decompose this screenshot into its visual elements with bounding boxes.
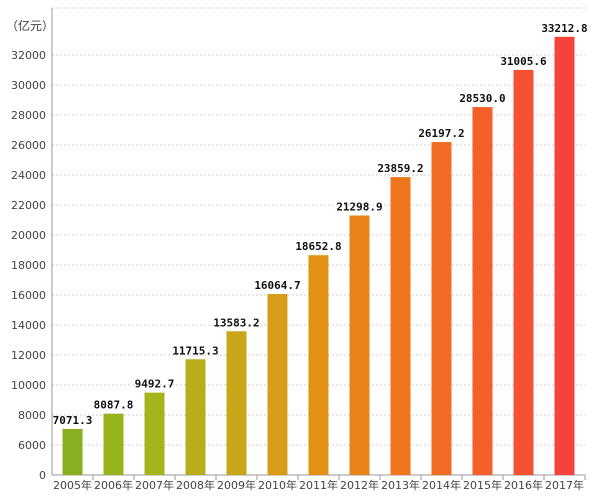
y-tick-label: 6000 bbox=[18, 439, 46, 452]
y-tick-label: 0 bbox=[39, 469, 46, 482]
y-tick-label: 32000 bbox=[11, 49, 46, 62]
bar bbox=[144, 392, 165, 475]
x-tick-label: 2013年 bbox=[381, 478, 420, 492]
y-tick-label: 24000 bbox=[11, 169, 46, 182]
data-label: 18652.8 bbox=[295, 240, 341, 253]
bar bbox=[308, 255, 329, 475]
x-tick-label: 2006年 bbox=[94, 478, 133, 492]
y-tick-label: 20000 bbox=[11, 229, 46, 242]
data-label: 26197.2 bbox=[418, 127, 464, 140]
data-label: 13583.2 bbox=[213, 316, 259, 329]
data-label: 33212.8 bbox=[541, 22, 587, 35]
data-label: 28530.0 bbox=[459, 92, 505, 105]
y-tick-label: 14000 bbox=[11, 319, 46, 332]
data-label: 31005.6 bbox=[500, 55, 547, 68]
x-tick-label: 2014年 bbox=[422, 478, 461, 492]
y-tick-label: 16000 bbox=[11, 289, 46, 302]
bar bbox=[431, 142, 452, 476]
x-tick-label: 2008年 bbox=[176, 478, 215, 492]
bar bbox=[390, 177, 411, 475]
y-tick-label: 28000 bbox=[11, 109, 46, 122]
y-tick-label: 22000 bbox=[11, 199, 46, 212]
x-tick-label: 2005年 bbox=[53, 478, 92, 492]
bar bbox=[513, 69, 534, 475]
y-tick-label: 26000 bbox=[11, 139, 46, 152]
x-tick-label: 2017年 bbox=[545, 478, 584, 492]
y-tick-labels: 0 6000 8000 10000 12000 14000 16000 18000 20000 2… bbox=[11, 49, 46, 482]
data-label: 16064.7 bbox=[254, 279, 300, 292]
bar bbox=[103, 413, 124, 475]
x-tick-label: 2011年 bbox=[299, 478, 338, 492]
bar bbox=[185, 359, 206, 475]
y-tick-label: 18000 bbox=[11, 259, 46, 272]
data-label: 11715.3 bbox=[172, 344, 218, 357]
bars bbox=[62, 36, 575, 476]
bar bbox=[472, 107, 493, 476]
x-tick-label: 2010年 bbox=[258, 478, 297, 492]
x-tick-labels: 2005年 2006年 2007年 2008年 2009年 2010年 2011年 2012年… bbox=[53, 478, 584, 492]
y-tick-label: 10000 bbox=[11, 379, 46, 392]
x-tick-label: 2012年 bbox=[340, 478, 379, 492]
data-label: 21298.9 bbox=[336, 201, 382, 214]
bar bbox=[226, 331, 247, 475]
data-label: 9492.7 bbox=[135, 378, 175, 391]
grid-lines bbox=[52, 7, 585, 446]
y-tick-label: 8000 bbox=[18, 409, 46, 422]
y-axis-unit-label: （亿元） bbox=[6, 18, 54, 33]
data-label: 8087.8 bbox=[94, 399, 134, 412]
bar bbox=[62, 428, 83, 475]
data-label: 23859.2 bbox=[377, 162, 423, 175]
bar bbox=[554, 36, 575, 476]
y-tick-label: 30000 bbox=[11, 79, 46, 92]
x-tick-label: 2016年 bbox=[504, 478, 543, 492]
x-tick-label: 2015年 bbox=[463, 478, 502, 492]
x-tick-label: 2009年 bbox=[217, 478, 256, 492]
data-label: 7071.3 bbox=[53, 414, 93, 427]
x-tick-label: 2007年 bbox=[135, 478, 174, 492]
y-tick-label: 12000 bbox=[11, 349, 46, 362]
bar bbox=[267, 294, 288, 475]
bar bbox=[349, 215, 370, 476]
